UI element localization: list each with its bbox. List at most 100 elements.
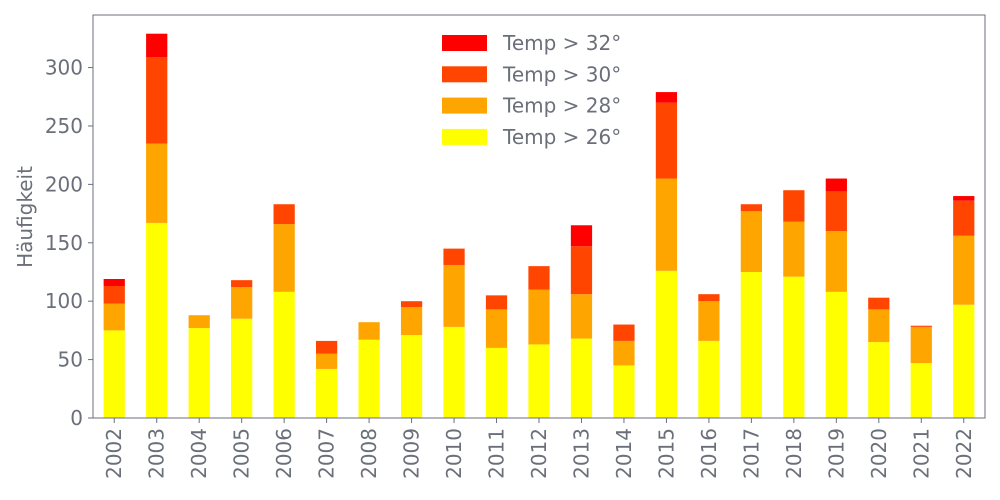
bar-2006-series-0 (273, 291, 295, 418)
bar-2013-series-3 (570, 225, 593, 247)
bar-2014-series-1 (613, 340, 635, 366)
bar-2013-series-1 (570, 294, 593, 339)
bar-2003-series-0 (146, 222, 168, 418)
bar-2009-series-2 (400, 301, 423, 308)
bar-2021-series-1 (910, 326, 932, 364)
x-tick-label: 2017 (739, 428, 763, 479)
bar-2012-series-2 (528, 266, 550, 290)
legend-swatch (442, 128, 487, 145)
bar-2004-series-0 (188, 328, 210, 418)
y-tick-label: 0 (70, 406, 83, 430)
bar-2021-series-0 (910, 363, 932, 418)
bar-2007-series-1 (316, 353, 338, 369)
y-tick-label: 300 (45, 56, 83, 80)
bar-2018-series-0 (783, 276, 805, 418)
bar-2009-series-1 (400, 307, 423, 336)
bar-2017-series-0 (740, 271, 762, 418)
bar-2020-series-0 (868, 342, 890, 418)
x-tick-label: 2021 (909, 428, 933, 479)
bar-2019-series-0 (825, 291, 847, 418)
y-tick-label: 150 (45, 231, 83, 255)
bar-2003-series-1 (146, 143, 168, 223)
x-tick-label: 2019 (824, 428, 848, 479)
bar-2005-series-2 (231, 280, 253, 288)
bar-2015-series-0 (655, 270, 678, 418)
bar-2006-series-1 (273, 224, 295, 292)
bar-2016-series-2 (698, 294, 720, 302)
bars-layer (103, 33, 975, 418)
bar-2022-series-2 (953, 200, 975, 236)
y-tick-label: 200 (45, 172, 83, 196)
legend-swatch (442, 66, 487, 83)
x-tick-label: 2018 (782, 428, 806, 479)
bar-2018-series-2 (783, 190, 805, 222)
bar-2010-series-0 (443, 326, 465, 418)
bar-2011-series-0 (485, 347, 508, 418)
bar-2002-series-0 (103, 330, 125, 418)
bar-2011-series-2 (485, 295, 508, 310)
x-tick-label: 2005 (230, 428, 254, 479)
bar-2002-series-3 (103, 278, 125, 287)
x-tick-label: 2013 (569, 428, 593, 479)
x-tick-label: 2007 (315, 428, 339, 479)
bar-2022-series-3 (953, 196, 975, 201)
y-tick-label: 50 (58, 348, 83, 372)
bar-2014-series-2 (613, 324, 635, 341)
bar-2007-series-0 (316, 368, 338, 418)
x-tick-label: 2016 (697, 428, 721, 479)
bar-2008-series-0 (358, 339, 380, 418)
bar-2010-series-2 (443, 248, 465, 265)
y-tick-label: 100 (45, 289, 83, 313)
bar-2010-series-1 (443, 264, 465, 327)
x-tick-label: 2010 (442, 428, 466, 479)
x-tick-label: 2014 (612, 428, 636, 479)
bar-2013-series-0 (570, 338, 593, 418)
bar-2019-series-1 (825, 231, 847, 292)
bar-2007-series-2 (316, 340, 338, 354)
x-tick-label: 2009 (400, 428, 424, 479)
bar-2012-series-0 (528, 344, 550, 418)
bar-2019-series-2 (825, 191, 847, 232)
bar-2002-series-2 (103, 286, 125, 304)
y-axis-label: Häufigkeit (13, 166, 37, 268)
bar-2017-series-1 (740, 211, 762, 272)
legend-swatch (442, 97, 487, 114)
bar-2003-series-2 (146, 57, 168, 144)
x-tick-label: 2020 (867, 428, 891, 479)
bar-2022-series-1 (953, 235, 975, 305)
legend-swatch (442, 35, 487, 51)
x-tick-label: 2015 (654, 428, 678, 479)
bar-2015-series-1 (655, 178, 678, 271)
bar-2020-series-2 (868, 297, 890, 310)
x-tick-label: 2002 (102, 428, 126, 479)
bar-2006-series-2 (273, 204, 295, 225)
x-tick-label: 2011 (485, 428, 509, 479)
bar-2020-series-1 (868, 309, 890, 343)
x-tick-label: 2012 (527, 428, 551, 479)
bar-2022-series-0 (953, 304, 975, 418)
bar-2002-series-1 (103, 303, 125, 331)
x-axis: 2002 2003 2004 2005 2006 2007 2008 2009 2010 2011… (102, 418, 976, 479)
bar-2004-series-1 (188, 315, 210, 329)
bar-2018-series-1 (783, 221, 805, 277)
x-tick-label: 2022 (952, 428, 976, 479)
x-tick-label: 2006 (272, 428, 296, 479)
bar-2009-series-0 (400, 335, 423, 418)
legend-label: Temp > 30° (502, 62, 621, 86)
bar-2013-series-2 (570, 246, 593, 295)
bar-2016-series-0 (698, 340, 720, 418)
bar-2017-series-2 (740, 204, 762, 212)
bar-2005-series-0 (231, 318, 253, 418)
bar-2005-series-1 (231, 287, 253, 319)
bar-2021-series-2 (910, 325, 932, 327)
x-tick-label: 2004 (187, 428, 211, 479)
bar-2019-series-3 (825, 178, 847, 192)
legend: Temp > 32° Temp > 30° Temp > 28° Temp > 26° (442, 31, 621, 149)
x-tick-label: 2008 (357, 428, 381, 479)
y-tick-label: 250 (45, 114, 83, 138)
legend-label: Temp > 26° (502, 125, 621, 149)
bar-2015-series-3 (655, 92, 678, 103)
bar-2016-series-1 (698, 301, 720, 341)
bar-2011-series-1 (485, 309, 508, 348)
